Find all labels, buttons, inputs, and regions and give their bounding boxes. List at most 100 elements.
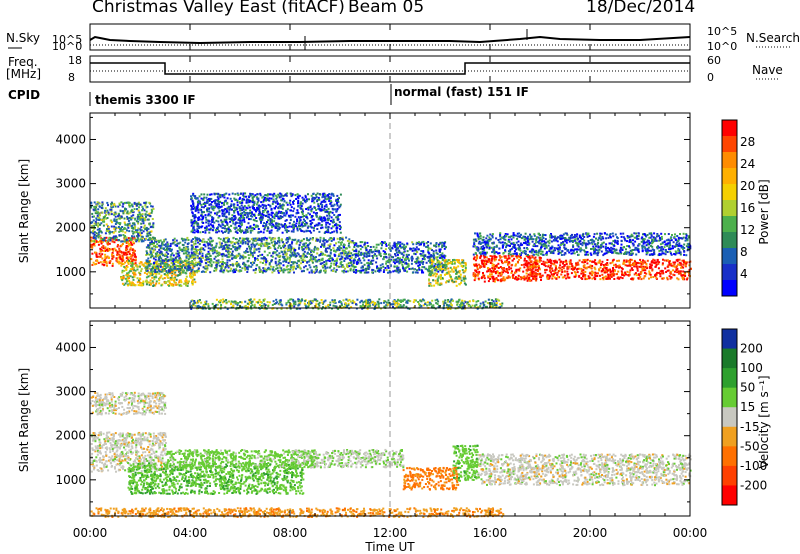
scatter-cell	[196, 197, 199, 200]
scatter-cell	[261, 218, 264, 221]
scatter-cell	[273, 220, 276, 223]
scatter-cell	[258, 210, 261, 213]
scatter-cell	[117, 217, 120, 220]
scatter-cell	[137, 233, 140, 236]
scatter-cell	[139, 228, 142, 231]
scatter-cell	[333, 249, 336, 252]
scatter-cell	[408, 267, 411, 270]
scatter-cell	[142, 263, 145, 266]
scatter-cell	[130, 210, 133, 212]
scatter-cell	[514, 276, 517, 279]
scatter-cell	[456, 259, 458, 261]
scatter-cell	[338, 245, 341, 248]
scatter-cell	[241, 229, 244, 232]
scatter-cell	[163, 263, 166, 266]
scatter-cell	[353, 242, 356, 245]
scatter-cell	[188, 280, 190, 283]
scatter-cell	[389, 271, 392, 274]
scatter-cell	[239, 241, 242, 244]
scatter-cell	[333, 267, 336, 270]
scatter-cell	[198, 263, 201, 266]
scatter-cell	[242, 254, 245, 257]
scatter-cell	[191, 281, 194, 283]
scatter-cell	[302, 252, 305, 255]
scatter-cell	[293, 225, 296, 228]
scatter-cell	[432, 256, 435, 259]
scatter-cell	[435, 282, 438, 285]
scatter-cell	[311, 221, 314, 224]
scatter-cell	[343, 246, 345, 249]
scatter-cell	[319, 193, 322, 196]
scatter-cell	[130, 215, 133, 218]
scatter-cell	[277, 225, 280, 228]
scatter-cell	[223, 202, 225, 204]
scatter-cell	[451, 262, 454, 265]
scatter-cell	[98, 202, 101, 205]
scatter-cell	[270, 254, 273, 257]
scatter-cell	[248, 245, 250, 248]
scatter-cell	[102, 260, 105, 263]
scatter-cell	[183, 282, 186, 285]
scatter-cell	[111, 262, 114, 265]
scatter-cell	[156, 254, 159, 257]
scatter-cell	[127, 239, 129, 242]
scatter-cell	[137, 220, 140, 223]
scatter-cell	[269, 223, 272, 226]
scatter-cell	[338, 221, 341, 224]
scatter-cell	[239, 227, 241, 230]
scatter-cell	[446, 271, 449, 274]
scatter-cell	[144, 228, 147, 231]
scatter-cell	[97, 243, 100, 246]
scatter-cell	[127, 220, 130, 222]
scatter-cell	[321, 265, 324, 268]
scatter-cell	[129, 238, 132, 241]
scatter-cell	[212, 225, 214, 228]
scatter-cell	[476, 265, 478, 267]
scatter-cell	[263, 250, 266, 253]
scatter-cell	[123, 269, 126, 272]
scatter-cell	[243, 267, 246, 270]
scatter-cell	[137, 222, 140, 225]
scatter-cell	[317, 207, 320, 210]
scatter-cell	[127, 226, 130, 229]
scatter-cell	[264, 263, 267, 266]
scatter-cell	[266, 260, 269, 263]
scatter-cell	[147, 253, 150, 256]
scatter-cell	[492, 263, 495, 266]
scatter-cell	[141, 215, 144, 218]
scatter-cell	[233, 243, 236, 245]
scatter-cell	[309, 223, 312, 226]
scatter-cell	[238, 205, 241, 208]
scatter-cell	[238, 247, 241, 250]
scatter-cell	[157, 239, 160, 242]
scatter-cell	[216, 254, 219, 257]
scatter-cell	[388, 269, 391, 272]
scatter-cell	[525, 260, 528, 262]
scatter-cell	[428, 284, 431, 287]
scatter-cell	[432, 274, 435, 277]
scatter-cell	[111, 205, 114, 208]
scatter-cell	[284, 244, 287, 247]
scatter-cell	[282, 244, 285, 247]
scatter-cell	[180, 284, 183, 287]
scatter-cell	[281, 224, 284, 227]
scatter-cell	[411, 241, 414, 244]
scatter-cell	[136, 208, 138, 211]
scatter-cell	[241, 255, 244, 258]
scatter-cell	[438, 254, 441, 257]
scatter-cell	[273, 245, 276, 248]
scatter-cell	[289, 258, 291, 261]
scatter-cell	[146, 273, 149, 276]
scatter-cell	[193, 228, 196, 231]
scatter-cell	[148, 253, 151, 256]
scatter-cell	[249, 231, 252, 234]
scatter-cell	[285, 252, 288, 255]
scatter-cell	[185, 275, 188, 278]
scatter-cell	[137, 201, 140, 204]
scatter-cell	[464, 268, 467, 271]
scatter-cell	[128, 270, 131, 273]
scatter-cell	[137, 284, 140, 287]
scatter-cell	[253, 245, 256, 248]
scatter-cell	[343, 269, 345, 272]
scatter-cell	[272, 200, 275, 203]
